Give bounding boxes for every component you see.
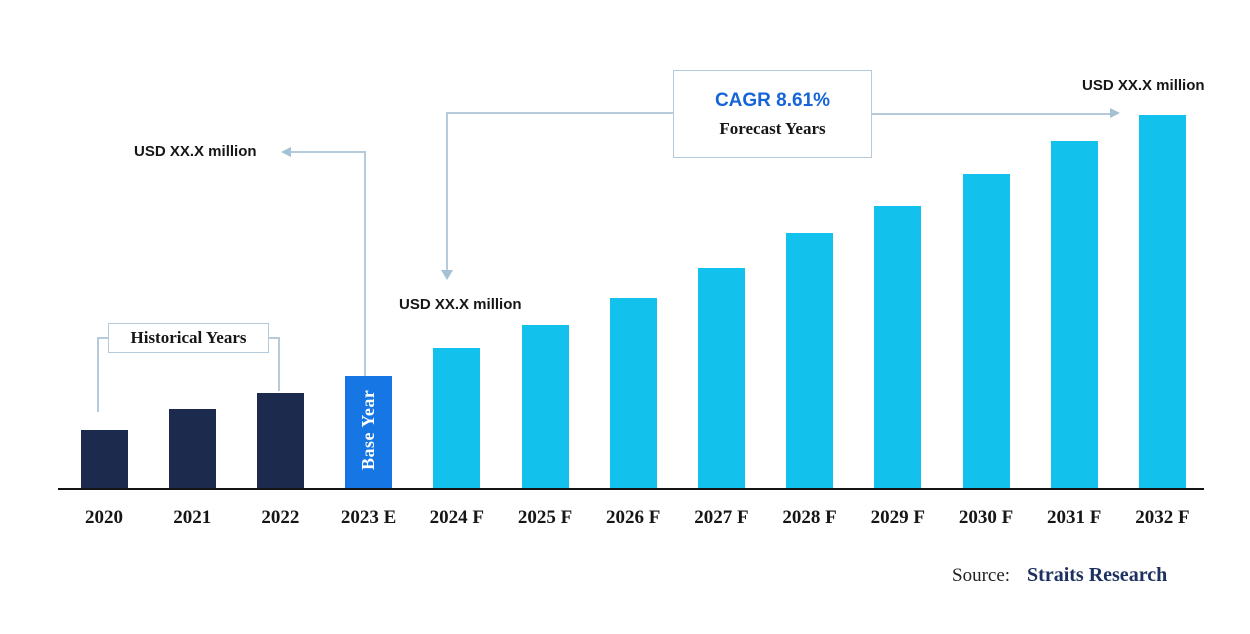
bar-2025 [521, 325, 569, 490]
historical-bracket-right-line [278, 337, 280, 391]
forecast-arrow-line-right [872, 113, 1110, 115]
arrowhead-right-icon [1110, 108, 1120, 118]
x-axis-label-2025: 2025 F [517, 507, 573, 528]
bar-2028 [786, 233, 834, 490]
bar-2032 [1138, 115, 1186, 490]
forecast-arrow-line-down [446, 112, 448, 271]
x-axis-label-2026: 2026 F [606, 507, 661, 528]
usd-value-label-last-forecast: USD XX.X million [1082, 77, 1205, 94]
bar-2029 [874, 206, 922, 490]
usd-value-label-base-year: USD XX.X million [134, 143, 257, 160]
historical-bracket-left-line [97, 337, 99, 412]
bar-2027 [697, 268, 745, 490]
base-year-bar-label: Base Year [358, 389, 379, 471]
arrowhead-left-icon [281, 147, 291, 157]
x-axis-label-2028: 2028 F [782, 507, 837, 528]
x-axis-label-2021: 2021 [173, 507, 212, 528]
bar-2020 [80, 430, 128, 490]
cagr-box: CAGR 8.61% Forecast Years [673, 70, 872, 158]
source-brand: Straits Research [1027, 564, 1168, 586]
x-axis-line [58, 488, 1204, 490]
bar-2026 [609, 298, 657, 490]
x-axis-label-2024: 2024 F [429, 507, 484, 528]
historical-bracket-left-stub [97, 337, 109, 339]
bar-2022 [256, 392, 304, 490]
x-axis-label-2031: 2031 F [1047, 507, 1102, 528]
x-axis-label-2020: 2020 [85, 507, 123, 528]
base-year-arrow-line-h [290, 151, 366, 153]
cagr-value: CAGR 8.61% [714, 89, 831, 111]
forecast-years-label: Forecast Years [719, 118, 826, 138]
bar-2030 [962, 173, 1010, 490]
historical-years-label: Historical Years [130, 328, 247, 347]
x-axis-label-2022: 2022 [261, 507, 300, 528]
source-line: Source: Straits Research [952, 564, 1167, 587]
forecast-arrow-line-left [446, 112, 673, 114]
x-axis-label-2030: 2030 F [958, 507, 1014, 528]
bar-2021 [168, 409, 216, 490]
historical-bracket-right-stub [268, 337, 280, 339]
x-axis-label-2032: 2032 F [1135, 507, 1190, 528]
x-axis-label-2027: 2027 F [694, 507, 749, 528]
arrowhead-down-icon [441, 270, 453, 280]
historical-years-box: Historical Years [108, 323, 269, 353]
bar-2023: Base Year [345, 376, 393, 490]
source-prefix: Source: [952, 565, 1011, 586]
x-axis-label-2029: 2029 F [870, 507, 925, 528]
x-axis-label-2023: 2023 E [340, 507, 397, 528]
bar-2031 [1050, 140, 1098, 490]
bar-2024 [433, 347, 481, 490]
usd-value-label-first-forecast: USD XX.X million [399, 296, 522, 313]
base-year-arrow-line-v [364, 151, 366, 376]
